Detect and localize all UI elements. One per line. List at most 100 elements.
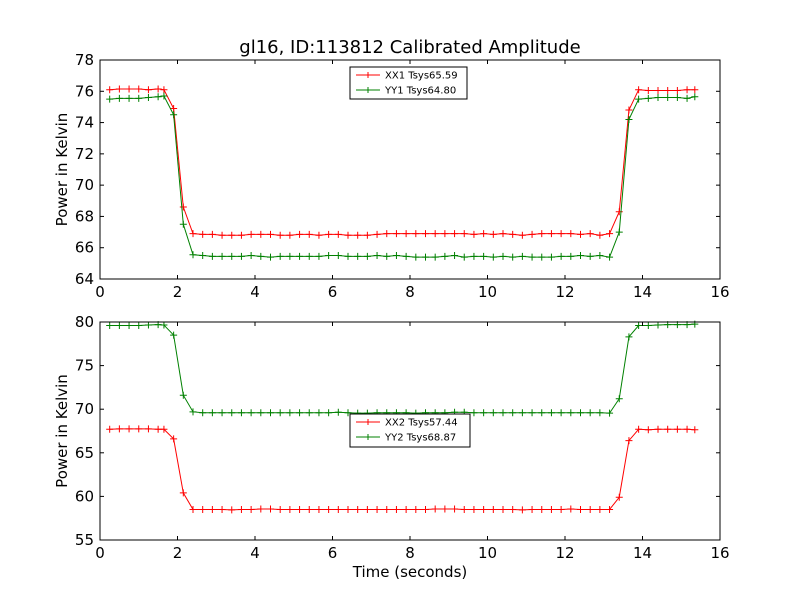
top-y-tick-label: 76: [75, 82, 94, 100]
bottom-series-1-point: [625, 437, 633, 445]
top-series-2-point: [392, 252, 400, 260]
top-legend: XX1 Tsys65.59 YY1 Tsys64.80: [349, 66, 468, 100]
chart-title: gl16, ID:113812 Calibrated Amplitude: [239, 37, 580, 58]
bottom-series-2-point: [315, 409, 323, 417]
bottom-series-1-point: [247, 505, 255, 513]
bottom-series-2: [106, 320, 699, 417]
top-series-1-point: [654, 87, 662, 95]
bottom-series-1-point: [586, 505, 594, 513]
bottom-series-2-point: [509, 409, 517, 417]
bottom-series-2-point: [135, 321, 143, 329]
bottom-series-1-point: [296, 505, 304, 513]
bottom-series-2-point: [538, 409, 546, 417]
bottom-series-1-point: [257, 505, 265, 513]
bottom-series-2-point: [189, 408, 197, 416]
top-series-1-point: [412, 230, 420, 238]
bottom-series-1-point: [431, 505, 439, 513]
bottom-series-1-point: [470, 505, 478, 513]
bottom-series-2-point: [547, 409, 555, 417]
bottom-series-1-point: [683, 425, 691, 433]
bottom-series-1-point: [276, 505, 284, 513]
bottom-series-1: [106, 425, 699, 514]
top-series-1-point: [144, 86, 152, 94]
bottom-series-1-point: [125, 425, 133, 433]
top-panel: gl16, ID:113812 Calibrated Amplitude Pow…: [53, 37, 730, 301]
top-series-2-point: [247, 252, 255, 260]
bottom-series-2-point: [480, 409, 488, 417]
top-series-1-point: [451, 230, 459, 238]
bottom-series-2-point: [228, 409, 236, 417]
top-series-1-point: [383, 230, 391, 238]
top-series-1-point: [199, 230, 207, 238]
top-series-2-point: [189, 251, 197, 259]
top-series-1-point: [135, 85, 143, 93]
bottom-y-tick-label: 75: [75, 357, 94, 375]
top-series-2-point: [402, 252, 410, 260]
bottom-series-1-point: [606, 505, 614, 513]
top-series-1-point: [247, 230, 255, 238]
top-series-1-point: [402, 230, 410, 238]
bottom-x-tick-label: 16: [710, 544, 729, 562]
top-series-2-point: [344, 252, 352, 260]
top-legend-box: [349, 66, 468, 100]
top-series-1-point: [664, 87, 672, 95]
top-series-1-point: [218, 231, 226, 239]
bottom-series-1-point: [557, 505, 565, 513]
bottom-series-2-point: [106, 321, 114, 329]
bottom-series-2-point: [170, 331, 178, 339]
top-series-1-point: [228, 231, 236, 239]
bottom-series-1-point: [577, 505, 584, 513]
top-series-1-point: [286, 231, 294, 239]
top-series-2-point: [154, 93, 162, 101]
top-series-2-point: [683, 94, 691, 102]
top-series-1-point: [392, 230, 400, 238]
bottom-series-1-point: [135, 425, 143, 433]
top-series-2-point: [106, 95, 114, 103]
bottom-series-2-point: [179, 391, 187, 399]
bottom-series-2-point: [276, 409, 284, 417]
bottom-series-1-point: [144, 425, 152, 433]
top-series-2-point: [644, 94, 652, 102]
bottom-series-1-point: [208, 505, 216, 513]
bottom-series-2-point: [586, 409, 594, 417]
top-series-1-point: [373, 230, 381, 238]
bottom-series-1-point: [228, 506, 236, 514]
top-series-1-point: [441, 230, 449, 238]
bottom-series-1-point: [106, 425, 114, 433]
bottom-series-1-point: [567, 505, 575, 513]
bottom-series-1-point: [673, 425, 681, 433]
top-series-1-point: [499, 230, 507, 238]
bottom-series-1-point: [237, 505, 245, 513]
top-x-tick-label: 10: [478, 283, 497, 301]
top-series-2-point: [586, 252, 594, 260]
top-series-1-point: [431, 230, 439, 238]
top-series-2-point: [499, 252, 507, 260]
top-series-1-point: [615, 208, 623, 216]
bottom-series-1-point: [615, 493, 623, 501]
top-series-2-point: [489, 253, 497, 261]
top-series-2-point: [509, 253, 517, 261]
bottom-series-2-point: [644, 321, 652, 329]
bottom-legend-marker: [365, 434, 371, 440]
top-series-2-point: [208, 252, 216, 260]
top-series-1-point: [625, 106, 633, 114]
top-series-1-point: [276, 231, 284, 239]
bottom-series-2-point: [218, 409, 226, 417]
bottom-series-1-point: [363, 505, 371, 513]
bottom-series-1-point: [664, 425, 672, 433]
bottom-y-tick-label: 65: [75, 444, 94, 462]
bottom-series-1-point: [644, 426, 652, 434]
top-x-tick-label: 14: [633, 283, 652, 301]
top-series-2: [106, 92, 699, 261]
top-x-tick-label: 6: [328, 283, 338, 301]
top-series-1-point: [296, 230, 304, 238]
top-series-1-point: [538, 230, 546, 238]
top-series-2-point: [431, 253, 439, 261]
bottom-series-2-point: [470, 409, 478, 417]
top-series-1-point: [237, 231, 245, 239]
top-y-tick-label: 66: [75, 239, 94, 257]
top-series-2-point: [237, 252, 245, 260]
bottom-series-2-point: [257, 409, 265, 417]
